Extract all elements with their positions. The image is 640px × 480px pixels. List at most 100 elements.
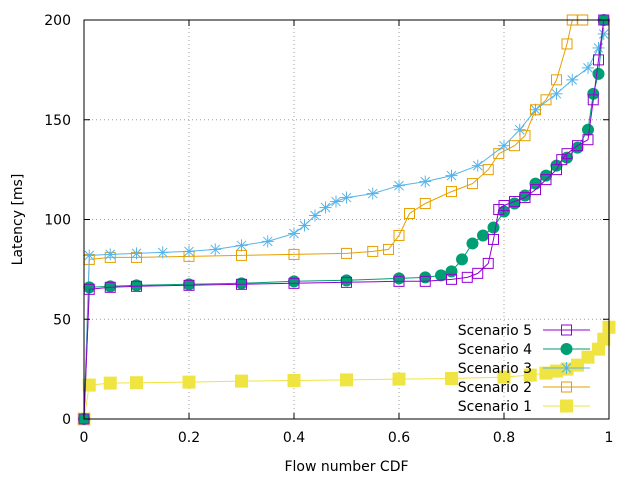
data-point bbox=[393, 272, 405, 285]
data-point bbox=[419, 275, 431, 287]
data-point bbox=[340, 274, 353, 287]
data-point bbox=[513, 123, 526, 136]
data-point bbox=[561, 148, 573, 160]
plot-frame bbox=[83, 19, 610, 420]
series-scenario-1 bbox=[77, 320, 616, 426]
legend-label-scenario-5: Scenario 5 bbox=[458, 323, 532, 339]
y-tick-label: 100 bbox=[44, 213, 71, 229]
data-point bbox=[435, 269, 447, 282]
series-line-scenario-3 bbox=[83, 33, 605, 420]
data-point bbox=[235, 374, 248, 388]
legend-label-scenario-1: Scenario 1 bbox=[458, 399, 532, 415]
data-point bbox=[287, 373, 301, 387]
data-point bbox=[288, 275, 300, 288]
data-point bbox=[130, 376, 143, 390]
data-point bbox=[340, 191, 353, 204]
data-point bbox=[566, 73, 579, 86]
data-point bbox=[104, 248, 117, 261]
data-point bbox=[236, 278, 247, 290]
data-point bbox=[209, 243, 222, 256]
x-tick-label: 0 bbox=[80, 430, 89, 446]
data-point bbox=[592, 67, 605, 80]
data-point bbox=[561, 38, 573, 50]
data-point bbox=[404, 208, 415, 220]
data-point bbox=[519, 192, 531, 204]
series-line-scenario-5 bbox=[83, 19, 605, 420]
y-tick-label: 150 bbox=[44, 113, 71, 129]
data-point bbox=[288, 227, 300, 240]
data-point bbox=[104, 281, 116, 293]
data-point bbox=[466, 237, 479, 250]
data-point bbox=[383, 243, 394, 255]
data-point bbox=[581, 350, 595, 364]
data-point bbox=[540, 94, 552, 106]
data-point bbox=[392, 372, 406, 386]
data-point bbox=[367, 245, 379, 257]
series-line-scenario-2 bbox=[83, 19, 583, 420]
series-scenario-5 bbox=[78, 14, 610, 425]
y-tick-label: 200 bbox=[44, 13, 71, 29]
data-point bbox=[309, 209, 321, 222]
data-point bbox=[498, 139, 510, 152]
data-point bbox=[182, 375, 196, 389]
data-point bbox=[419, 175, 432, 188]
data-point bbox=[298, 219, 311, 232]
y-tick-label: 0 bbox=[62, 412, 71, 428]
data-point bbox=[341, 276, 352, 288]
data-point bbox=[572, 140, 583, 152]
legend: Scenario 5 Scenario 4 Scenario 3 Scenario 2… bbox=[458, 323, 590, 415]
data-point bbox=[366, 187, 379, 200]
legend-label-scenario-3: Scenario 3 bbox=[458, 361, 532, 377]
data-point bbox=[529, 103, 542, 116]
data-point bbox=[467, 178, 478, 190]
data-point bbox=[540, 174, 552, 186]
data-point bbox=[340, 373, 353, 387]
x-tick-label: 1 bbox=[605, 430, 614, 446]
data-point bbox=[330, 195, 342, 208]
data-point bbox=[130, 247, 143, 260]
series-line-scenario-4 bbox=[83, 19, 605, 420]
legend-marker-scenario-3 bbox=[560, 362, 573, 374]
data-point bbox=[597, 27, 610, 40]
legend-marker-scenario-4 bbox=[560, 343, 573, 355]
data-point bbox=[446, 186, 457, 198]
data-point bbox=[582, 134, 594, 146]
data-point bbox=[472, 267, 484, 279]
data-point bbox=[393, 179, 405, 192]
data-point bbox=[482, 164, 494, 176]
data-point bbox=[445, 372, 458, 386]
data-point bbox=[445, 265, 458, 278]
data-point bbox=[456, 253, 468, 266]
data-point bbox=[482, 257, 494, 269]
data-point bbox=[393, 229, 405, 241]
data-point bbox=[587, 94, 599, 106]
data-point bbox=[582, 61, 594, 74]
data-point bbox=[551, 74, 562, 86]
series-layer bbox=[77, 14, 616, 426]
data-point bbox=[235, 239, 248, 252]
grid-layer bbox=[84, 20, 609, 419]
data-point bbox=[288, 277, 300, 289]
data-point bbox=[83, 249, 96, 262]
data-point bbox=[487, 221, 500, 234]
data-point bbox=[131, 280, 142, 292]
legend-label-scenario-4: Scenario 4 bbox=[458, 342, 532, 358]
x-tick-label: 0.8 bbox=[493, 430, 515, 446]
data-point bbox=[183, 279, 195, 291]
data-point bbox=[319, 201, 332, 214]
legend-marker-scenario-5 bbox=[561, 324, 572, 336]
data-point bbox=[183, 245, 195, 258]
tick-layer: 0 0.2 0.4 0.6 0.8 1 0 50 100 150 200 bbox=[44, 13, 613, 446]
data-point bbox=[82, 378, 96, 392]
x-tick-label: 0.4 bbox=[283, 430, 305, 446]
data-point bbox=[446, 273, 457, 285]
data-point bbox=[103, 376, 117, 390]
data-point bbox=[530, 184, 541, 196]
data-point bbox=[582, 123, 594, 136]
y-axis-label: Latency [ms] bbox=[10, 174, 26, 266]
data-point bbox=[419, 198, 431, 210]
data-point bbox=[261, 235, 274, 248]
data-point bbox=[445, 169, 458, 182]
y-tick-label: 50 bbox=[53, 312, 71, 328]
